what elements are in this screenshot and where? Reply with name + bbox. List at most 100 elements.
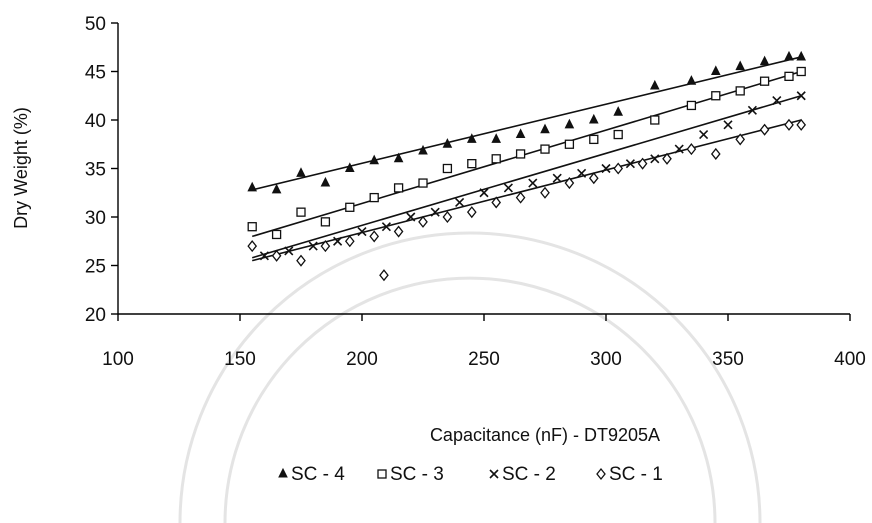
data-point-diamond <box>247 240 258 253</box>
data-point-triangle <box>735 60 746 71</box>
data-point-cross <box>650 154 660 164</box>
trend-line <box>251 70 802 238</box>
data-point-diamond <box>466 206 477 219</box>
data-point-diamond <box>735 133 746 146</box>
data-point-cross <box>772 96 782 106</box>
y-tick-label: 20 <box>85 305 106 326</box>
data-point-diamond <box>344 235 355 248</box>
watermark <box>178 231 762 523</box>
data-point-square <box>759 76 770 86</box>
data-point-triangle <box>418 144 428 155</box>
data-point-diamond <box>320 240 331 253</box>
data-point-cross <box>333 236 343 246</box>
data-point-diamond <box>540 186 550 199</box>
data-point-diamond <box>784 118 794 131</box>
trend-line <box>252 119 802 262</box>
data-point-cross <box>796 91 806 101</box>
y-tick-label: 30 <box>85 208 106 229</box>
data-point-diamond <box>393 225 404 238</box>
data-point-square <box>784 71 794 81</box>
data-point-cross <box>308 241 318 251</box>
data-point-square <box>271 229 282 240</box>
data-point-cross <box>406 212 416 222</box>
data-point-cross <box>601 163 611 174</box>
data-point-square <box>686 100 697 111</box>
data-point-square <box>650 115 660 125</box>
data-point-cross <box>503 183 513 193</box>
y-tick-label: 40 <box>85 111 106 132</box>
y-tick-label: 35 <box>85 160 106 181</box>
data-point-triangle <box>710 65 721 75</box>
data-point-cross <box>625 159 635 169</box>
data-point-diamond <box>379 269 389 282</box>
data-point-diamond <box>588 172 599 185</box>
data-point-cross <box>357 226 367 237</box>
data-point-cross <box>381 222 391 232</box>
data-point-diamond <box>515 191 526 204</box>
data-point-diamond <box>442 210 453 224</box>
x-tick-label: 200 <box>346 349 378 370</box>
data-point-triangle <box>759 55 770 66</box>
data-point-square <box>296 207 306 217</box>
data-point-square <box>442 163 453 174</box>
data-point-diamond <box>686 143 697 156</box>
x-tick-label: 350 <box>712 349 744 370</box>
data-point-square <box>564 139 575 149</box>
data-point-diamond <box>759 123 770 136</box>
data-point-square <box>491 154 501 164</box>
y-tick-label: 50 <box>85 14 106 35</box>
data-point-triangle <box>491 133 502 143</box>
data-point-triangle <box>515 128 526 139</box>
data-point-square <box>247 222 257 232</box>
data-point-triangle <box>784 50 794 61</box>
data-point-cross <box>699 129 709 140</box>
data-point-square <box>735 86 745 96</box>
y-tick-label: 25 <box>85 257 106 278</box>
data-point-triangle <box>247 181 258 192</box>
data-point-diamond <box>637 157 648 170</box>
y-axis-ticks: 20 25 30 35 40 45 50 <box>85 14 118 326</box>
data-point-triangle <box>320 176 331 187</box>
data-point-square <box>345 202 355 212</box>
data-point-cross <box>552 173 562 183</box>
legend-label: SC - 3 <box>390 464 444 485</box>
data-point-cross <box>674 144 684 154</box>
data-point-cross <box>259 251 269 261</box>
data-point-triangle <box>393 152 404 163</box>
x-tick-label: 250 <box>468 349 500 370</box>
data-point-square <box>418 178 428 188</box>
legend-cross-icon <box>489 469 499 479</box>
legend-label: SC - 1 <box>609 464 663 485</box>
legend-label: SC - 2 <box>502 464 556 485</box>
data-point-triangle <box>649 79 660 90</box>
x-tick-label: 400 <box>834 349 866 370</box>
data-point-square <box>540 144 550 154</box>
data-markers <box>247 50 807 282</box>
data-point-diamond <box>369 230 380 243</box>
data-point-triangle <box>540 123 550 134</box>
data-point-diamond <box>296 254 306 267</box>
data-point-cross <box>747 105 757 115</box>
data-point-square <box>515 149 526 159</box>
data-point-triangle <box>588 113 599 124</box>
data-point-square <box>320 217 331 227</box>
data-point-square <box>467 158 477 169</box>
data-point-square <box>393 183 404 193</box>
data-point-triangle <box>564 118 575 129</box>
data-point-cross <box>430 207 440 217</box>
data-point-diamond <box>613 162 624 175</box>
x-tick-label: 150 <box>224 349 256 370</box>
data-point-triangle <box>442 138 453 148</box>
data-point-triangle <box>344 162 355 172</box>
data-point-triangle <box>796 50 807 61</box>
x-tick-label: 300 <box>590 349 622 370</box>
data-point-diamond <box>710 147 721 160</box>
data-point-diamond <box>418 215 428 228</box>
data-point-square <box>796 66 806 77</box>
data-point-square <box>711 91 721 101</box>
y-axis-title: Dry Weight (%) <box>11 107 31 229</box>
trend-line <box>251 94 802 259</box>
data-point-square <box>613 129 623 140</box>
x-axis-ticks: 100 150 200 250 300 350 400 <box>102 314 866 370</box>
legend-square-icon <box>377 469 387 479</box>
